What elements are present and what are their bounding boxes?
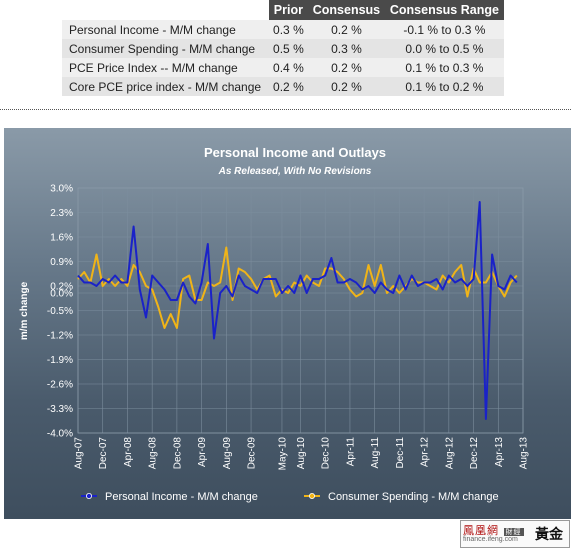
- header-cell-label: [62, 0, 269, 20]
- y-tick-label: 1.6%: [50, 233, 73, 244]
- y-tick-label: -4.0%: [47, 429, 73, 440]
- row-consensus: 0.2 %: [308, 77, 385, 96]
- consensus-table: Prior Consensus Consensus Range Personal…: [62, 0, 504, 96]
- series-lines: [77, 201, 518, 420]
- row-consensus: 0.3 %: [308, 39, 385, 58]
- chart-title: Personal Income and Outlays: [204, 145, 386, 160]
- table-row: PCE Price Index -- M/M change 0.4 % 0.2 …: [62, 58, 504, 77]
- row-range: -0.1 % to 0.3 %: [384, 20, 504, 39]
- row-prior: 0.4 %: [268, 58, 309, 77]
- table-row: Consumer Spending - M/M change 0.5 % 0.3…: [62, 39, 504, 58]
- x-tick-label: Aug-12: [444, 437, 455, 470]
- legend-item-personal-income: Personal Income - M/M change: [81, 491, 258, 503]
- x-tick-label: Dec-10: [321, 437, 332, 470]
- y-tick-label: -1.2%: [47, 331, 73, 342]
- x-tick-label: Dec-09: [247, 437, 258, 470]
- row-label: Core PCE price index - M/M change: [62, 77, 269, 96]
- row-prior: 0.3 %: [268, 20, 309, 39]
- line-chart: Personal Income and Outlays As Released,…: [19, 145, 530, 503]
- table-row: Personal Income - M/M change 0.3 % 0.2 %…: [62, 20, 504, 39]
- chart-subtitle: As Released, With No Revisions: [218, 166, 372, 177]
- watermark-logo: 鳳凰網 財經 finance.ifeng.com 黃金: [460, 520, 570, 548]
- brand-name: 鳳凰網: [463, 524, 499, 537]
- x-tick-label: Dec-07: [98, 437, 109, 470]
- row-range: 0.1 % to 0.2 %: [384, 77, 504, 96]
- x-tick-label: Apr-13: [494, 437, 505, 467]
- row-consensus: 0.2 %: [308, 20, 385, 39]
- legend-label-personal-income: Personal Income - M/M change: [105, 491, 258, 503]
- x-tick-label: Apr-09: [197, 437, 208, 467]
- table-header-row: Prior Consensus Consensus Range: [62, 0, 504, 20]
- x-tick-label: Aug-13: [519, 437, 530, 470]
- header-cell-range: Consensus Range: [384, 0, 504, 20]
- x-tick-label: May-10: [277, 437, 288, 471]
- legend-label-consumer-spending: Consumer Spending - M/M change: [328, 491, 499, 503]
- series-line-personal-income: [77, 201, 518, 420]
- x-tick-label: Dec-11: [395, 437, 406, 469]
- x-tick-label: Dec-08: [172, 437, 183, 470]
- x-tick-label: Aug-08: [148, 437, 159, 470]
- y-tick-label: 0.2%: [50, 282, 73, 293]
- y-tick-label: -0.5%: [47, 306, 73, 317]
- x-tick-label: Aug-09: [222, 437, 233, 470]
- x-tick-label: Dec-12: [469, 437, 480, 470]
- brand-url: finance.ifeng.com: [463, 536, 518, 543]
- y-tick-label: -1.9%: [47, 355, 73, 366]
- x-tick-label: Aug-10: [296, 437, 307, 470]
- row-label: PCE Price Index -- M/M change: [62, 58, 269, 77]
- row-prior: 0.2 %: [268, 77, 309, 96]
- axes: 3.0% 2.3% 1.6% 0.9% 0.2%0.0% -0.5% -1.2% -1.9% -…: [47, 184, 530, 471]
- row-consensus: 0.2 %: [308, 58, 385, 77]
- x-tick-label: Aug-11: [370, 437, 381, 469]
- legend-marker-consumer-spending: [308, 492, 315, 499]
- table-row: Core PCE price index - M/M change 0.2 % …: [62, 77, 504, 96]
- row-range: 0.1 % to 0.3 %: [384, 58, 504, 77]
- x-tick-label: Apr-08: [123, 437, 134, 467]
- y-tick-label: 0.9%: [50, 257, 73, 268]
- chart-panel: Personal Income and Outlays As Released,…: [4, 128, 571, 519]
- legend-marker-personal-income: [86, 492, 93, 499]
- brand-badge: 財經: [503, 528, 524, 536]
- x-tick-label: Apr-12: [420, 437, 431, 467]
- header-cell-prior: Prior: [268, 0, 309, 20]
- row-prior: 0.5 %: [268, 39, 309, 58]
- plot-frame: [77, 187, 524, 434]
- y-tick-label: 0.0%: [50, 289, 73, 300]
- row-label: Consumer Spending - M/M change: [62, 39, 269, 58]
- brand-logo-text: 鳳凰網 財經: [463, 522, 533, 538]
- x-tick-label: Apr-11: [345, 437, 356, 467]
- legend: Personal Income - M/M change Consumer Sp…: [81, 491, 499, 503]
- y-axis-label: m/m change: [19, 281, 30, 340]
- series-line-consumer-spending: [77, 246, 518, 329]
- row-range: 0.0 % to 0.5 %: [384, 39, 504, 58]
- y-tick-label: -3.3%: [47, 404, 73, 415]
- y-tick-label: 3.0%: [50, 184, 73, 195]
- row-label: Personal Income - M/M change: [62, 20, 269, 39]
- y-tick-label: 2.3%: [50, 208, 73, 219]
- header-cell-consensus: Consensus: [308, 0, 385, 20]
- gold-label: 黃金: [535, 526, 563, 542]
- x-tick-label: Aug-07: [74, 437, 85, 470]
- dotted-divider: [0, 109, 571, 110]
- y-tick-label: -2.6%: [47, 380, 73, 391]
- legend-item-consumer-spending: Consumer Spending - M/M change: [304, 491, 499, 503]
